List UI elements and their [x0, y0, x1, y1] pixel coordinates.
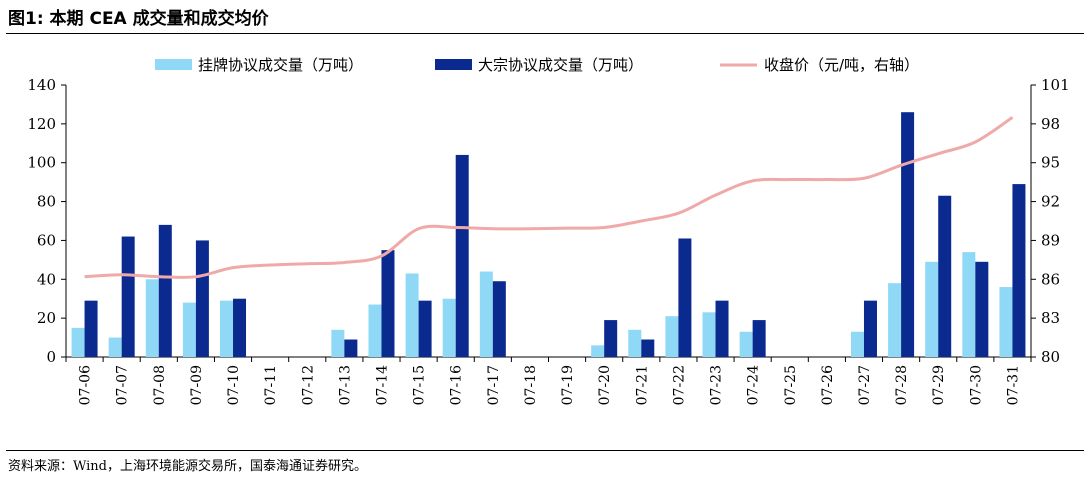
bar-listed — [442, 298, 456, 357]
bar-listed — [145, 279, 159, 357]
x-tick-label: 07-13 — [337, 365, 353, 405]
bar-listed — [368, 304, 382, 357]
bar-block — [158, 224, 172, 357]
x-tick-label: 07-18 — [523, 365, 539, 405]
bar-block — [863, 300, 877, 357]
bar-listed — [739, 331, 753, 357]
bar-listed — [925, 261, 939, 357]
bar-block — [938, 195, 952, 357]
x-tick-label: 07-11 — [263, 365, 279, 405]
chart-legend: 挂牌协议成交量（万吨） 大宗协议成交量（万吨） 收盘价（元/吨，右轴） — [155, 56, 919, 74]
x-tick-label: 07-19 — [560, 365, 576, 405]
bar-block — [344, 339, 358, 357]
bar-block — [195, 240, 209, 357]
bar-block — [121, 236, 135, 357]
x-tick-label: 07-29 — [931, 365, 947, 405]
chart-line — [84, 116, 1014, 279]
right-tick-label: 98 — [1041, 115, 1060, 133]
x-tick-label: 07-07 — [115, 365, 131, 405]
x-tick-label: 07-12 — [300, 365, 316, 405]
bar-listed — [108, 337, 122, 357]
x-tick-label: 07-09 — [189, 365, 205, 405]
bar-listed — [702, 312, 716, 357]
x-tick-label: 07-25 — [783, 365, 799, 405]
bar-listed — [479, 271, 493, 357]
bar-block — [641, 339, 655, 357]
bar-listed — [962, 252, 976, 357]
chart-canvas: 挂牌协议成交量（万吨） 大宗协议成交量（万吨） 收盘价（元/吨，右轴） 0 20 4… — [27, 56, 1070, 405]
x-tick-label: 07-14 — [374, 365, 390, 405]
bar-block — [975, 261, 989, 357]
x-tick-label: 07-27 — [857, 365, 873, 405]
bar-block — [455, 154, 469, 357]
bar-block — [752, 320, 766, 357]
right-tick-label: 92 — [1041, 193, 1060, 211]
left-tick-label: 20 — [37, 309, 56, 327]
bar-listed — [220, 300, 234, 357]
right-tick-label: 101 — [1041, 76, 1070, 94]
right-tick-label: 80 — [1041, 348, 1060, 366]
x-tick-label: 07-22 — [671, 365, 687, 405]
bar-block — [901, 112, 915, 357]
x-tick-label: 07-28 — [894, 365, 910, 405]
bar-listed — [850, 331, 864, 357]
right-tick-label: 89 — [1041, 231, 1060, 249]
x-tick-label: 07-16 — [449, 365, 465, 405]
bar-listed — [405, 273, 419, 357]
x-tick-label: 07-15 — [412, 365, 428, 405]
x-tick-label: 07-08 — [152, 365, 168, 405]
bar-listed — [182, 302, 196, 357]
bar-block — [1012, 184, 1026, 357]
bar-block — [84, 300, 98, 357]
legend-label-close: 收盘价（元/吨，右轴） — [764, 56, 919, 74]
x-tick-label: 07-06 — [78, 365, 94, 405]
bar-listed — [628, 329, 642, 357]
source-note: 资料来源：Wind，上海环境能源交易所，国泰海通证券研究。 — [8, 459, 367, 474]
legend-label-block: 大宗协议成交量（万吨） — [478, 56, 643, 74]
bar-block — [381, 250, 395, 357]
x-tick-label: 07-10 — [226, 365, 242, 405]
x-tick-label: 07-24 — [746, 365, 762, 405]
left-tick-label: 80 — [37, 193, 56, 211]
left-tick-label: 120 — [27, 115, 56, 133]
bar-block — [678, 238, 692, 357]
left-tick-label: 60 — [37, 231, 56, 249]
x-tick-label: 07-21 — [634, 365, 650, 405]
legend-swatch-block — [435, 59, 472, 70]
bar-block — [715, 300, 729, 357]
right-tick-label: 86 — [1041, 270, 1060, 288]
bar-block — [233, 298, 247, 357]
bar-listed — [331, 329, 345, 357]
close-price-line — [84, 116, 1014, 279]
bar-listed — [665, 316, 679, 357]
legend-label-listed: 挂牌协议成交量（万吨） — [198, 56, 363, 74]
left-tick-label: 140 — [27, 76, 56, 94]
x-tick-label: 07-17 — [486, 365, 502, 405]
title-divider — [6, 33, 1084, 34]
x-tick-label: 07-23 — [709, 365, 725, 405]
bar-block — [492, 281, 506, 357]
source-divider — [6, 450, 1084, 451]
x-tick-label: 07-26 — [820, 365, 836, 405]
left-tick-label: 100 — [27, 154, 56, 172]
x-tick-label: 07-30 — [968, 365, 984, 405]
right-tick-label: 95 — [1041, 154, 1060, 172]
left-tick-label: 40 — [37, 270, 56, 288]
x-tick-label: 07-20 — [597, 365, 613, 405]
bar-block — [604, 320, 618, 357]
bar-block — [418, 300, 432, 357]
legend-swatch-listed — [155, 59, 192, 70]
figure-title: 图1: 本期 CEA 成交量和成交均价 — [8, 9, 269, 29]
bar-listed — [999, 287, 1013, 357]
bar-listed — [591, 345, 605, 357]
right-tick-label: 83 — [1041, 309, 1060, 327]
left-tick-label: 0 — [46, 348, 56, 366]
bar-listed — [71, 327, 85, 357]
chart-bars — [71, 112, 1026, 357]
bar-listed — [888, 283, 902, 357]
x-tick-label: 07-31 — [1005, 365, 1021, 405]
